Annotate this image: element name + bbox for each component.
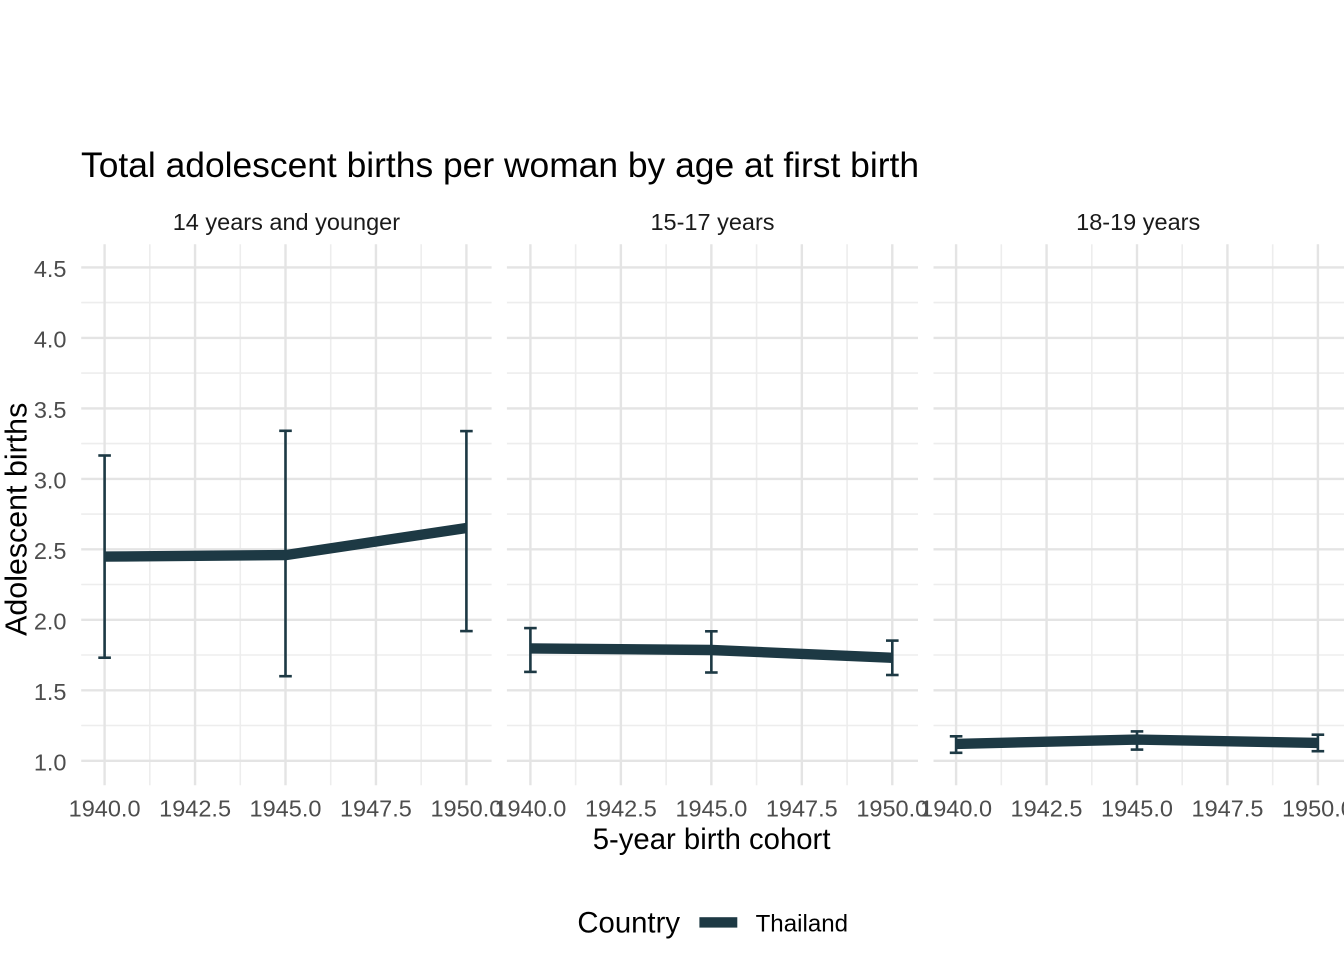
svg-text:15-17 years: 15-17 years [650, 209, 774, 235]
svg-text:1.0: 1.0 [34, 750, 67, 776]
svg-text:1950.0: 1950.0 [1282, 796, 1344, 822]
svg-text:4.0: 4.0 [34, 327, 67, 353]
svg-text:1940.0: 1940.0 [69, 796, 141, 822]
svg-text:1942.5: 1942.5 [159, 796, 231, 822]
svg-text:1945.0: 1945.0 [250, 796, 322, 822]
svg-text:1945.0: 1945.0 [675, 796, 747, 822]
svg-text:1942.5: 1942.5 [1011, 796, 1083, 822]
svg-text:1945.0: 1945.0 [1101, 796, 1173, 822]
svg-text:5-year birth cohort: 5-year birth cohort [593, 823, 831, 856]
svg-text:1942.5: 1942.5 [585, 796, 657, 822]
svg-text:Thailand: Thailand [756, 911, 848, 938]
svg-text:1947.5: 1947.5 [340, 796, 412, 822]
svg-text:18-19 years: 18-19 years [1076, 209, 1200, 235]
svg-text:1940.0: 1940.0 [494, 796, 566, 822]
svg-text:14 years and younger: 14 years and younger [173, 209, 400, 235]
svg-text:1.5: 1.5 [34, 679, 67, 705]
svg-text:1947.5: 1947.5 [766, 796, 838, 822]
svg-text:1940.0: 1940.0 [920, 796, 992, 822]
svg-text:3.0: 3.0 [34, 468, 67, 494]
svg-text:1950.0: 1950.0 [430, 796, 502, 822]
svg-text:1947.5: 1947.5 [1192, 796, 1264, 822]
svg-text:2.5: 2.5 [34, 538, 67, 564]
svg-text:Adolescent births: Adolescent births [0, 403, 34, 636]
svg-text:2.0: 2.0 [34, 609, 67, 635]
svg-text:1950.0: 1950.0 [856, 796, 928, 822]
svg-text:Country: Country [577, 907, 680, 940]
svg-text:3.5: 3.5 [34, 397, 67, 423]
svg-text:Total adolescent births per wo: Total adolescent births per woman by age… [81, 145, 919, 185]
svg-text:4.5: 4.5 [34, 256, 67, 282]
